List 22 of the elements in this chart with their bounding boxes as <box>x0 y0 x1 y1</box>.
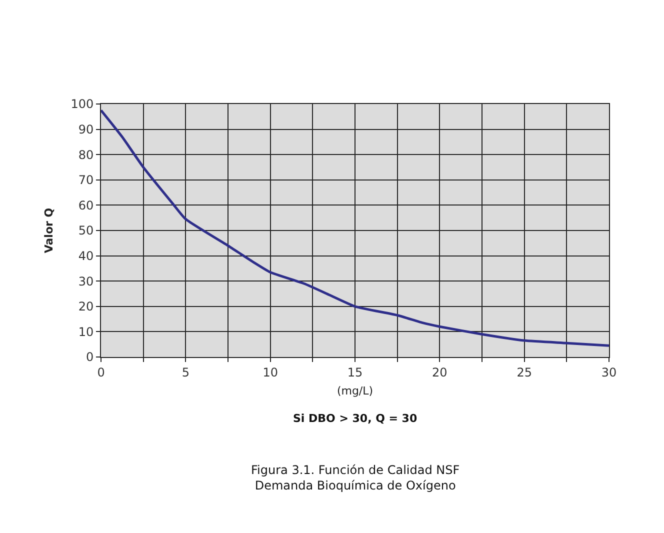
x-tick-label: 0 <box>97 365 105 380</box>
x-tick-label: 10 <box>262 365 278 380</box>
y-tick-label: 80 <box>78 148 94 162</box>
y-tick-label: 50 <box>78 224 94 238</box>
y-tick-label: 60 <box>78 198 94 212</box>
y-tick-label: 30 <box>78 274 94 288</box>
y-tick-label: 70 <box>78 173 94 188</box>
y-tick-label: 20 <box>78 300 94 314</box>
y-tick-label: 90 <box>78 122 94 136</box>
text: Si DBO > 30, Q = 30 <box>293 412 418 425</box>
x-axis-title: (mg/L) <box>336 384 374 398</box>
x-tick-label: 15 <box>347 365 363 380</box>
x-tick-label: 30 <box>601 365 617 380</box>
x-tick-label: 5 <box>182 365 190 380</box>
y-tick-label: 40 <box>78 249 94 263</box>
x-tick-label: 20 <box>432 365 448 380</box>
y-tick-label: 100 <box>70 97 94 112</box>
x-tick-label: 25 <box>516 365 532 380</box>
y-tick-label: 10 <box>78 324 94 339</box>
y-tick-label: 0 <box>86 350 94 364</box>
y-axis-title: Valor Q <box>42 208 56 254</box>
text: Figura 3.1. Función de Calidad NSF Demanda Bioquímica de Oxígeno <box>251 463 460 493</box>
